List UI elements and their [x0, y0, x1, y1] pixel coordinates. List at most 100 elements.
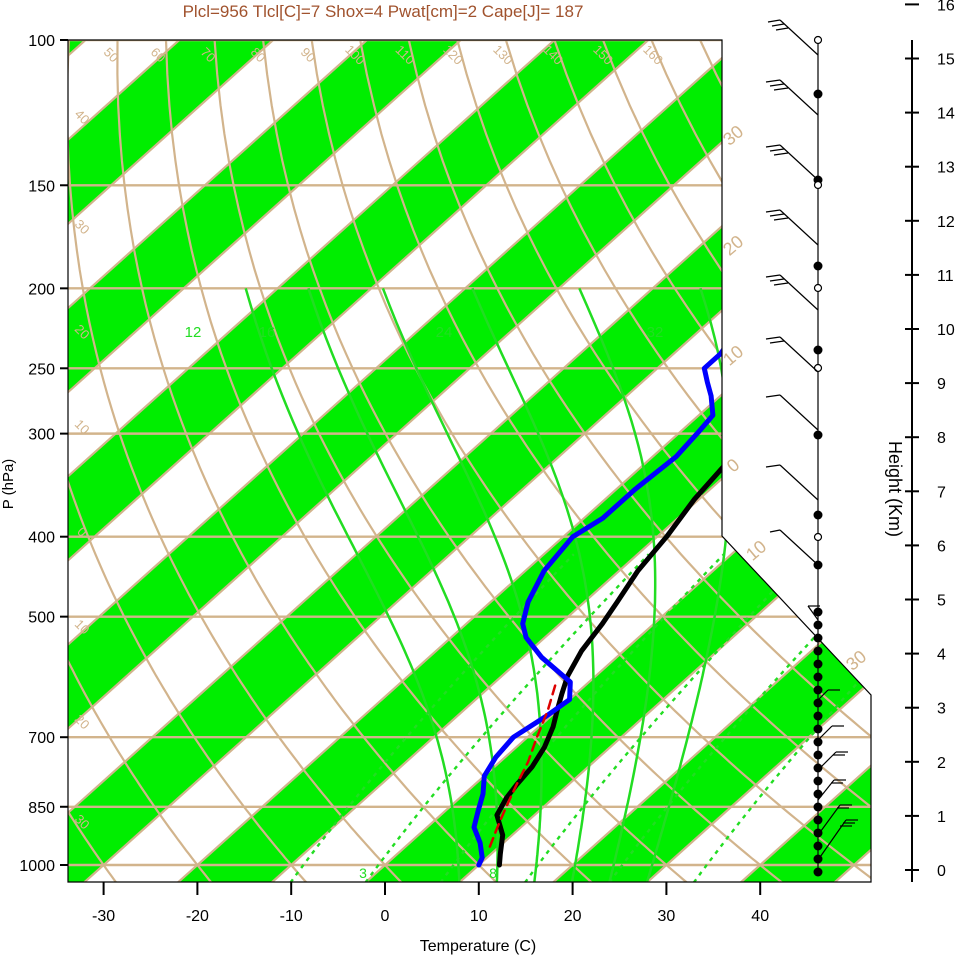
height-tick-label: 9: [937, 376, 946, 393]
plot-frame: [67, 39, 872, 883]
adiabat-label: 0: [723, 455, 744, 477]
wind-barb: [807, 605, 819, 621]
isotherm-line: [68, 40, 556, 882]
series-line-temperature: [494, 40, 871, 868]
height-tick-label: 1: [937, 809, 946, 826]
dry-adiabat: [359, 40, 871, 882]
wind-barb: [817, 804, 841, 836]
wind-barb: [817, 689, 829, 701]
y-tick-label: 300: [28, 427, 55, 444]
wind-barb: [779, 336, 819, 373]
isotherm-line: [458, 40, 871, 882]
wind-barb: [779, 464, 819, 501]
dry-adiabat: [456, 40, 871, 882]
mixing-ratio-label: 8: [489, 865, 497, 881]
dry-adiabat: [68, 40, 403, 882]
x-tick-label: -30: [92, 908, 115, 925]
height-marker-filled: [813, 867, 823, 877]
height-marker-filled: [813, 815, 823, 825]
wind-barb: [779, 274, 819, 311]
wind-barb-flag: [769, 529, 781, 533]
chart-title: Plcl=956 Tlcl[C]=7 Shox=4 Pwat[cm]=2 Cap…: [183, 2, 584, 21]
moist-adiabat: [471, 287, 595, 882]
height-marker-filled: [813, 89, 823, 99]
wind-barb-flag: [769, 83, 785, 87]
wind-barb-flag: [767, 19, 781, 23]
height-marker-filled: [813, 737, 823, 747]
height-marker-filled: [813, 763, 823, 773]
height-marker-filled: [813, 430, 823, 440]
isotherm-band: [68, 40, 461, 882]
x-axis-label: Temperature (C): [420, 938, 536, 955]
wind-barb-flag: [769, 278, 785, 282]
moist-adiabat: [244, 287, 461, 882]
wind-barb-flag: [773, 152, 789, 156]
y-tick-label: 200: [28, 281, 55, 298]
height-marker-filled: [813, 646, 823, 656]
height-tick-label: 5: [937, 593, 946, 610]
wind-barb-flag: [765, 144, 781, 148]
isotherm-band: [553, 40, 871, 882]
height-tick-label: 2: [937, 755, 946, 772]
moist-adiabat: [381, 287, 543, 882]
dry-adiabat: [407, 40, 871, 882]
x-tick-label: -10: [280, 908, 303, 925]
mixing-ratio-line: [524, 553, 810, 882]
y-tick-label: 1000: [19, 858, 55, 875]
y-tick-label: 150: [28, 178, 55, 195]
adiabat-label: 10: [719, 341, 747, 369]
height-axis-label: Height (Km): [885, 441, 905, 537]
mixing-ratio-label: 3: [359, 865, 367, 881]
isotherm-line: [177, 40, 871, 882]
wind-barb-flag: [771, 23, 785, 27]
height-marker-filled: [813, 776, 823, 786]
height-tick-label: 15: [937, 52, 955, 69]
x-tick-label: 10: [470, 908, 488, 925]
adiabat-label: 10: [742, 536, 770, 564]
mixing-ratio-line: [364, 553, 650, 882]
mixing-ratio-line: [289, 553, 575, 882]
height-marker-filled: [813, 672, 823, 682]
wind-barb: [817, 725, 833, 741]
height-marker-filled: [813, 510, 823, 520]
moist-adiabat: [307, 287, 499, 882]
dry-adiabat: [68, 40, 213, 882]
isotherm-line: [68, 40, 743, 882]
height-marker-filled: [813, 802, 823, 812]
height-tick-label: 0: [937, 863, 946, 880]
dry-adiabat: [504, 40, 871, 882]
wind-barb: [779, 144, 819, 181]
y-tick-label: 500: [28, 610, 55, 627]
isotherm-band: [177, 40, 871, 882]
wind-barb-flag: [773, 217, 789, 221]
y-tick-label: 400: [28, 530, 55, 547]
wind-barb-flag: [765, 274, 781, 278]
height-tick-label: 13: [937, 160, 955, 177]
height-marker-open: [813, 180, 823, 190]
mixing-ratio-label: 24: [436, 324, 453, 341]
height-tick-label: 4: [937, 647, 946, 664]
wind-barb-flag: [765, 394, 781, 398]
x-tick-label: 0: [381, 908, 390, 925]
wind-barb-flag: [775, 27, 789, 31]
wind-barb: [779, 529, 819, 566]
height-marker-filled: [813, 620, 823, 630]
wind-barb-flag: [765, 79, 781, 83]
mixing-ratio-label: 16: [259, 324, 276, 341]
isotherm-line: [68, 40, 274, 882]
height-marker-open: [813, 35, 823, 45]
height-marker-filled: [813, 711, 823, 721]
x-tick-label: -20: [186, 908, 209, 925]
wind-barb: [779, 394, 819, 431]
wind-barb-flag: [765, 336, 781, 340]
height-marker-filled: [813, 828, 823, 838]
height-tick-label: 11: [937, 268, 954, 285]
isotherm-band: [68, 40, 649, 882]
wind-barb: [817, 819, 847, 861]
height-tick-label: 6: [937, 538, 946, 555]
wind-barb: [779, 79, 819, 116]
dry-adiabat: [68, 40, 118, 882]
wind-barb-flag: [769, 213, 785, 217]
y-tick-label: 700: [28, 730, 55, 747]
